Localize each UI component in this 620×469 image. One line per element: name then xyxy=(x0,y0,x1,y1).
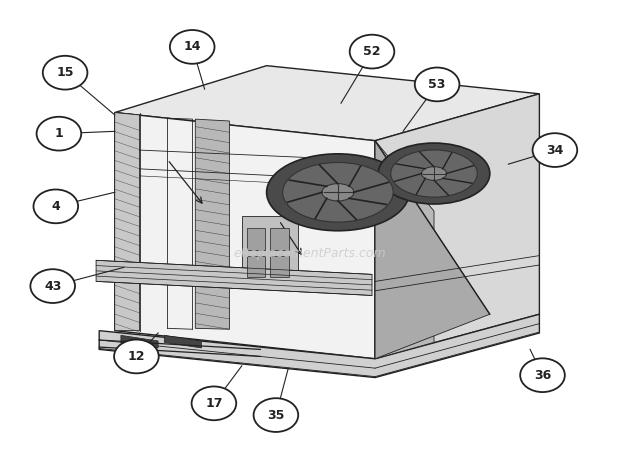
Polygon shape xyxy=(375,141,490,359)
Polygon shape xyxy=(96,260,372,295)
Bar xyxy=(247,228,265,250)
Text: 15: 15 xyxy=(56,66,74,79)
Circle shape xyxy=(43,56,87,90)
Ellipse shape xyxy=(322,184,354,201)
Text: 36: 36 xyxy=(534,369,551,382)
Text: 52: 52 xyxy=(363,45,381,58)
Text: 53: 53 xyxy=(428,78,446,91)
Circle shape xyxy=(533,133,577,167)
Ellipse shape xyxy=(267,154,409,231)
Bar xyxy=(247,256,265,277)
Circle shape xyxy=(254,398,298,432)
Text: 12: 12 xyxy=(128,350,145,363)
Bar xyxy=(270,256,289,277)
Ellipse shape xyxy=(391,150,477,197)
Circle shape xyxy=(114,340,159,373)
Polygon shape xyxy=(195,119,229,329)
Text: 35: 35 xyxy=(267,408,285,422)
Ellipse shape xyxy=(378,143,490,204)
Circle shape xyxy=(37,117,81,151)
Polygon shape xyxy=(115,113,375,359)
Bar xyxy=(270,228,289,250)
Circle shape xyxy=(192,386,236,420)
Polygon shape xyxy=(99,314,539,378)
Text: eReplacementParts.com: eReplacementParts.com xyxy=(234,247,386,260)
Polygon shape xyxy=(115,113,140,331)
Ellipse shape xyxy=(422,166,446,181)
Polygon shape xyxy=(115,66,539,141)
Text: 43: 43 xyxy=(44,280,61,293)
Circle shape xyxy=(30,269,75,303)
Polygon shape xyxy=(375,141,434,359)
Circle shape xyxy=(350,35,394,68)
Ellipse shape xyxy=(283,162,393,222)
Text: 34: 34 xyxy=(546,144,564,157)
Text: 14: 14 xyxy=(184,40,201,53)
Polygon shape xyxy=(121,335,158,348)
Text: 1: 1 xyxy=(55,127,63,140)
Text: 17: 17 xyxy=(205,397,223,410)
Text: 4: 4 xyxy=(51,200,60,213)
Circle shape xyxy=(33,189,78,223)
Bar xyxy=(242,216,298,281)
Polygon shape xyxy=(164,335,202,348)
Circle shape xyxy=(170,30,215,64)
Circle shape xyxy=(520,358,565,392)
Circle shape xyxy=(415,68,459,101)
Polygon shape xyxy=(375,94,539,359)
